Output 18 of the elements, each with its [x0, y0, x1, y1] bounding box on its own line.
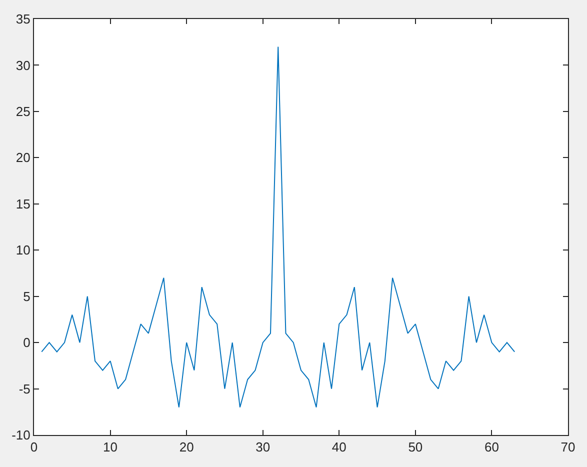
y-tick-label: 35	[16, 12, 30, 27]
y-tick-label: 5	[23, 288, 30, 304]
line-series	[41, 46, 516, 408]
y-tick-label: 15	[16, 196, 30, 212]
y-tick-label: 30	[16, 58, 30, 73]
x-tick-label: 40	[332, 440, 346, 455]
y-tick-label: 20	[16, 150, 30, 166]
y-tick-label: -5	[18, 381, 30, 396]
x-tick-label: 20	[179, 440, 194, 455]
x-tick-label: 60	[484, 440, 499, 455]
x-tick-label: 10	[103, 440, 118, 455]
x-tick-label: 30	[256, 440, 270, 455]
x-tick-label: 70	[560, 440, 576, 455]
y-tick-label: 0	[23, 335, 30, 350]
y-tick-label: 25	[16, 104, 30, 119]
x-tick-label: 50	[408, 440, 423, 455]
y-tick-label: 10	[16, 242, 30, 258]
y-tick-label: -10	[12, 428, 30, 443]
